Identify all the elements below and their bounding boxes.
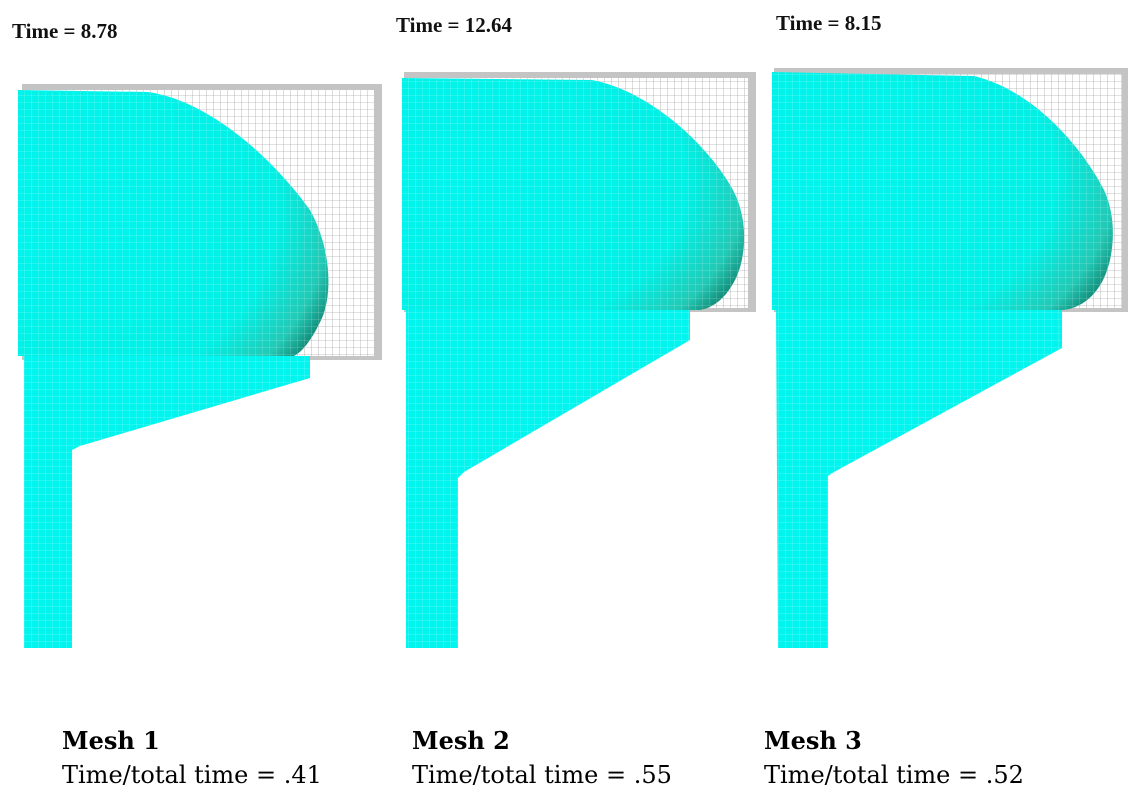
time-label-mesh-1: Time = 8.78	[12, 19, 118, 43]
gate-runner-mesh	[402, 308, 690, 648]
mesh-1-panel	[10, 60, 382, 660]
mesh-3-simulation	[772, 68, 1128, 648]
time-ratio: Time/total time = .52	[764, 761, 1024, 789]
mesh-name: Mesh 3	[764, 726, 862, 755]
gate-runner-mesh	[24, 356, 310, 648]
gate-runner-mesh	[776, 308, 1062, 648]
mesh-2-panel	[394, 60, 766, 660]
time-label-mesh-3: Time = 8.15	[776, 11, 882, 35]
mesh-2-simulation	[402, 72, 756, 648]
mesh-name: Mesh 1	[62, 726, 160, 755]
mesh-1-simulation	[18, 84, 382, 648]
melt-front-mesh	[18, 90, 329, 356]
time-ratio: Time/total time = .41	[62, 761, 322, 789]
time-label-mesh-2: Time = 12.64	[396, 13, 512, 37]
caption-mesh-1: Mesh 1 Time/total time = .41	[62, 724, 322, 792]
melt-front-mesh	[402, 78, 745, 310]
mesh-name: Mesh 2	[412, 726, 510, 755]
mesh-3-panel	[764, 60, 1128, 660]
time-ratio: Time/total time = .55	[412, 761, 672, 789]
caption-mesh-3: Mesh 3 Time/total time = .52	[764, 724, 1024, 792]
melt-front-mesh	[772, 72, 1113, 310]
caption-mesh-2: Mesh 2 Time/total time = .55	[412, 724, 672, 792]
